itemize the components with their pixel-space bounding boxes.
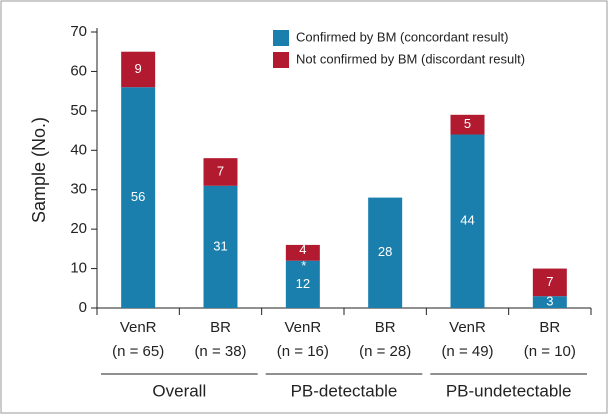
legend-swatch	[273, 52, 289, 68]
legend-label: Not confirmed by BM (discordant result)	[296, 51, 525, 66]
y-tick-label: 20	[70, 220, 87, 237]
data-label: 7	[217, 163, 224, 178]
group-label: PB-detectable	[291, 381, 398, 400]
data-label: 5	[464, 116, 471, 131]
data-label: 4	[299, 242, 306, 257]
data-label: 3	[546, 294, 553, 309]
data-label: 7	[546, 274, 553, 289]
x-tick-label: BR	[375, 319, 396, 336]
y-tick-label: 10	[70, 260, 87, 277]
bar-segment	[450, 134, 485, 308]
bar-segment	[121, 87, 156, 308]
data-label: 9	[135, 61, 142, 76]
y-tick-label: 40	[70, 141, 87, 158]
x-tick-label: VenR	[449, 319, 486, 336]
y-tick-label: 30	[70, 181, 87, 198]
y-axis-label: Sample (No.)	[29, 117, 49, 223]
bar-segment	[450, 114, 485, 135]
data-label: 28	[378, 244, 392, 259]
group-label: PB-undetectable	[446, 381, 572, 400]
legend-label: Confirmed by BM (concordant result)	[296, 29, 508, 44]
bar-segment	[532, 296, 567, 308]
data-label: 12	[296, 276, 310, 291]
legend-swatch	[273, 30, 289, 46]
x-tick-label: BR	[210, 319, 231, 336]
x-tick-label: VenR	[284, 319, 321, 336]
bar-segment	[368, 197, 403, 308]
x-tick-sublabel: (n = 49)	[441, 343, 493, 360]
x-tick-sublabel: (n = 16)	[277, 343, 329, 360]
data-label: 56	[131, 189, 145, 204]
y-tick-label: 70	[70, 23, 87, 40]
data-label: 31	[213, 238, 227, 253]
y-tick-label: 0	[79, 299, 87, 316]
x-tick-sublabel: (n = 28)	[359, 343, 411, 360]
bar-segment	[285, 260, 320, 308]
bar-segment	[532, 268, 567, 297]
x-tick-sublabel: (n = 38)	[194, 343, 246, 360]
bar-segment	[203, 185, 238, 308]
group-label: Overall	[152, 381, 206, 400]
data-label: 44	[460, 213, 474, 228]
annotation: *	[301, 258, 306, 273]
bar-segment	[285, 244, 320, 261]
x-tick-sublabel: (n = 65)	[112, 343, 164, 360]
bar-segment	[203, 158, 238, 186]
x-tick-sublabel: (n = 10)	[524, 343, 576, 360]
bar-segment	[121, 51, 156, 88]
y-tick-label: 50	[70, 102, 87, 119]
x-tick-label: VenR	[120, 319, 157, 336]
x-tick-label: BR	[539, 319, 560, 336]
y-tick-label: 60	[70, 62, 87, 79]
